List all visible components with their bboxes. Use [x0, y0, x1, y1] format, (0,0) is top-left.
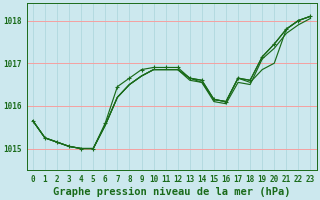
X-axis label: Graphe pression niveau de la mer (hPa): Graphe pression niveau de la mer (hPa) — [53, 186, 291, 197]
